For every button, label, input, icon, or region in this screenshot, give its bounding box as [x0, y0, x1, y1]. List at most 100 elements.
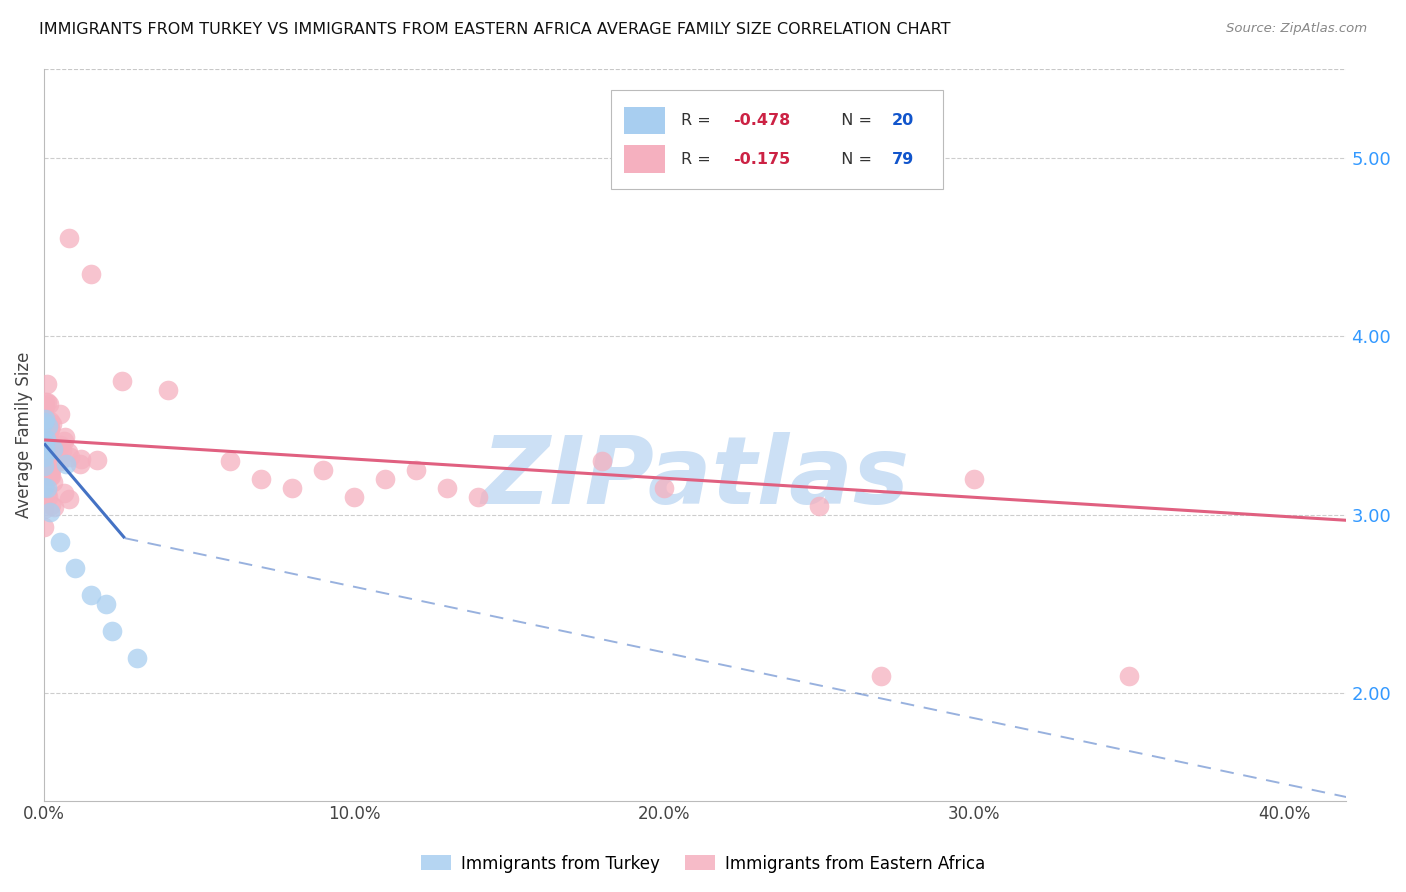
Point [32, 450, 55, 465]
Point [35, 452, 58, 467]
Point [32, 466, 55, 480]
Point [41, 417, 63, 432]
Text: Source: ZipAtlas.com: Source: ZipAtlas.com [1226, 22, 1367, 36]
Point [250, 472, 273, 486]
Point [32, 446, 55, 460]
Point [652, 481, 675, 495]
Point [38, 422, 60, 436]
Point [49, 407, 72, 421]
Point [281, 481, 304, 495]
Point [94, 597, 117, 611]
Point [39, 421, 62, 435]
FancyBboxPatch shape [624, 106, 665, 135]
Point [34, 412, 56, 426]
Text: IMMIGRANTS FROM TURKEY VS IMMIGRANTS FROM EASTERN AFRICA AVERAGE FAMILY SIZE COR: IMMIGRANTS FROM TURKEY VS IMMIGRANTS FRO… [39, 22, 950, 37]
Point [35, 395, 58, 409]
Point [34, 394, 56, 409]
Point [37, 454, 59, 468]
Point [32, 480, 55, 494]
Point [32, 467, 55, 482]
Point [219, 454, 242, 468]
Point [69, 457, 91, 471]
Point [42, 442, 65, 456]
Point [79, 267, 101, 281]
Point [32, 447, 55, 461]
Y-axis label: Average Family Size: Average Family Size [15, 351, 32, 517]
Text: 79: 79 [891, 152, 914, 167]
Point [32, 435, 55, 450]
Point [53, 434, 76, 449]
FancyBboxPatch shape [610, 90, 942, 189]
Point [34, 450, 56, 465]
Point [32, 416, 55, 430]
Point [35, 443, 58, 458]
Point [34, 458, 56, 472]
FancyBboxPatch shape [624, 145, 665, 173]
Point [52, 486, 75, 500]
Point [34, 422, 56, 436]
Point [44, 454, 66, 468]
Point [111, 374, 134, 388]
Text: -0.175: -0.175 [733, 152, 790, 167]
Point [79, 588, 101, 602]
Point [58, 491, 80, 506]
Point [53, 430, 76, 444]
Point [63, 561, 86, 575]
Point [70, 452, 93, 467]
Legend: Immigrants from Turkey, Immigrants from Eastern Africa: Immigrants from Turkey, Immigrants from … [415, 848, 991, 880]
Text: R =: R = [681, 113, 716, 128]
Point [34, 407, 56, 421]
Point [101, 624, 124, 638]
Point [37, 428, 59, 442]
Point [55, 457, 77, 471]
Point [312, 463, 335, 477]
Point [34, 459, 56, 474]
Point [39, 466, 62, 480]
Point [35, 452, 58, 467]
Point [34, 434, 56, 448]
Point [35, 432, 58, 446]
Point [870, 668, 893, 682]
Point [41, 498, 63, 512]
Point [34, 417, 56, 431]
Point [343, 490, 366, 504]
Point [39, 413, 62, 427]
Point [37, 482, 59, 496]
Point [35, 377, 58, 392]
Point [58, 231, 80, 245]
Point [39, 468, 62, 483]
Text: N =: N = [831, 113, 877, 128]
Point [32, 450, 55, 465]
Point [963, 472, 986, 486]
Text: ZIPatlas: ZIPatlas [481, 433, 910, 524]
Point [34, 458, 56, 473]
Point [38, 505, 60, 519]
Point [51, 443, 73, 458]
Point [58, 444, 80, 458]
Point [42, 475, 65, 489]
Point [32, 520, 55, 534]
Point [405, 463, 427, 477]
Text: -0.478: -0.478 [733, 113, 790, 128]
Point [34, 400, 56, 414]
Point [48, 534, 70, 549]
Point [37, 444, 59, 458]
Text: 20: 20 [891, 113, 914, 128]
Point [808, 499, 831, 513]
Point [467, 490, 489, 504]
Point [32, 437, 55, 451]
Point [39, 463, 62, 477]
Point [32, 414, 55, 428]
Point [1118, 668, 1140, 682]
Point [35, 458, 58, 473]
Point [37, 464, 59, 478]
Text: R =: R = [681, 152, 716, 167]
Point [374, 472, 396, 486]
Point [37, 490, 59, 504]
Point [38, 396, 60, 410]
Point [32, 418, 55, 433]
Point [37, 426, 59, 441]
Point [34, 442, 56, 456]
Point [42, 500, 65, 515]
Point [59, 450, 82, 464]
